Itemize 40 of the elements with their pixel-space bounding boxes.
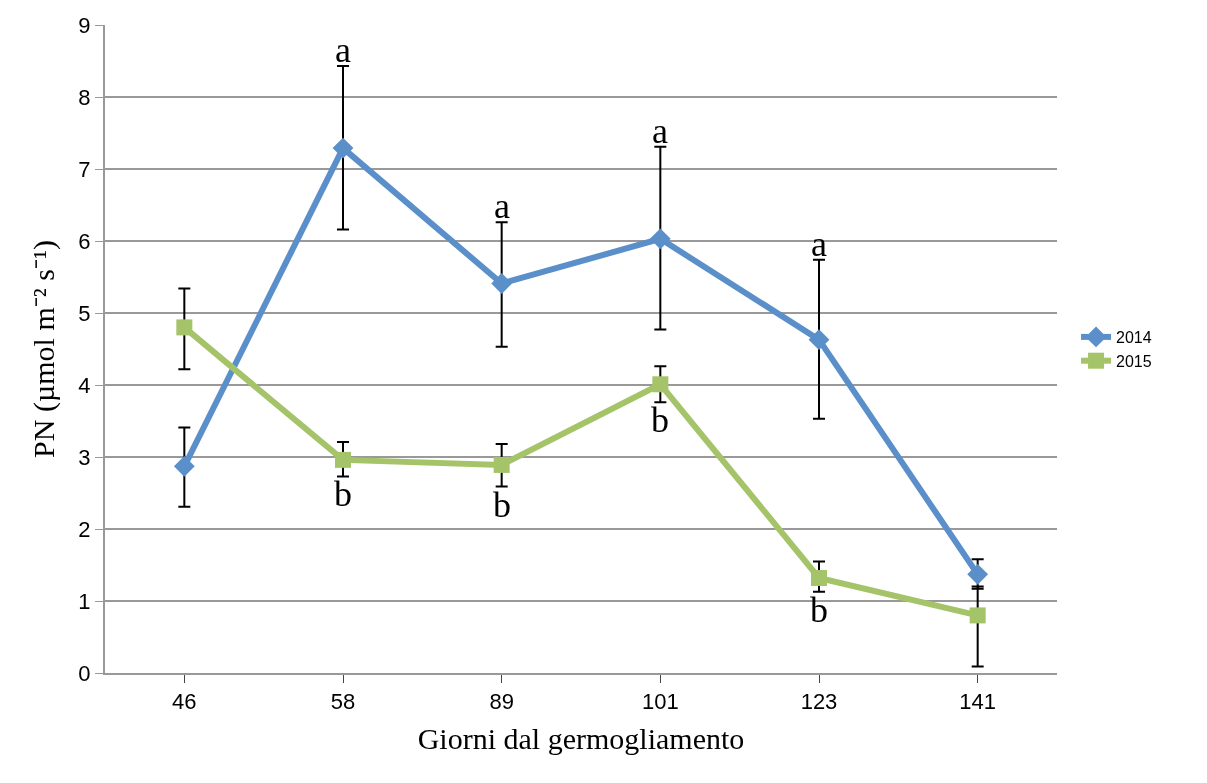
point bbox=[332, 137, 354, 159]
annotation: b bbox=[810, 590, 828, 630]
annotation: a bbox=[811, 224, 827, 264]
y-tick-label: 2 bbox=[78, 516, 91, 542]
point bbox=[808, 329, 830, 351]
point bbox=[176, 319, 193, 336]
y-tick-label: 4 bbox=[78, 372, 91, 398]
y-tick-label: 7 bbox=[78, 156, 91, 182]
point bbox=[811, 569, 827, 586]
legend-label: 2014 bbox=[1116, 329, 1152, 347]
point bbox=[967, 563, 989, 585]
point bbox=[173, 455, 195, 477]
point bbox=[652, 376, 669, 393]
annotation: b bbox=[651, 400, 669, 440]
y-tick-label: 9 bbox=[78, 12, 91, 38]
point bbox=[649, 228, 671, 250]
y-tick-label: 3 bbox=[78, 444, 91, 470]
x-tick-label: 101 bbox=[641, 689, 679, 715]
y-tick-label: 1 bbox=[78, 588, 91, 614]
annotation: a bbox=[335, 30, 351, 70]
point bbox=[969, 607, 986, 624]
annotation: b bbox=[334, 474, 352, 514]
y-tick-label: 6 bbox=[78, 228, 91, 254]
point bbox=[493, 456, 510, 473]
point bbox=[491, 273, 513, 294]
y-tick-label: 5 bbox=[78, 300, 91, 326]
annotation: a bbox=[494, 186, 510, 226]
point bbox=[335, 451, 351, 468]
x-tick-label: 123 bbox=[800, 689, 838, 715]
legend-label: 2015 bbox=[1116, 352, 1152, 370]
annotation: a bbox=[652, 111, 668, 151]
annotation: b bbox=[493, 485, 511, 525]
y-axis-title: PN (µmol m⁻² s⁻¹) bbox=[26, 240, 61, 458]
x-axis-title: Giorni dal germogliamento bbox=[417, 722, 745, 756]
y-tick-label: 0 bbox=[78, 660, 91, 686]
x-tick-label: 89 bbox=[489, 689, 514, 715]
x-tick-label: 58 bbox=[330, 689, 356, 715]
y-tick-label: 8 bbox=[78, 84, 91, 110]
x-tick-label: 141 bbox=[959, 689, 997, 715]
x-tick-label: 46 bbox=[172, 689, 197, 715]
